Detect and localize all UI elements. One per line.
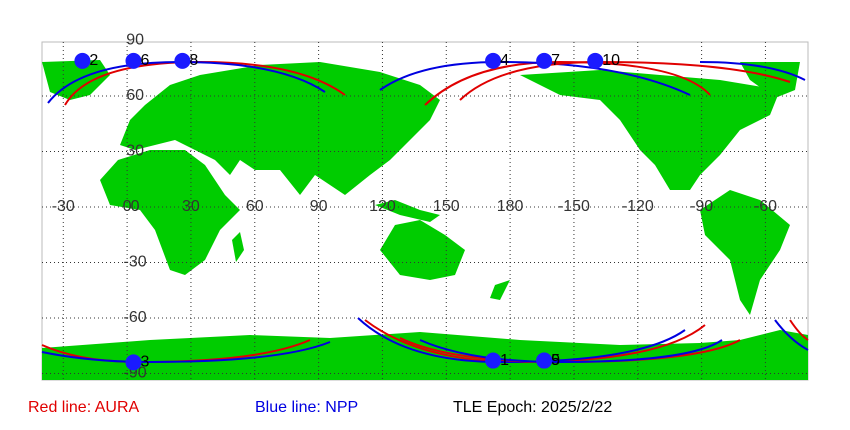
satellite-position [485,52,502,69]
satellite-position [174,52,191,69]
lon-label: -150 [558,198,590,215]
lon-label: 90 [310,198,328,215]
lat-label: 60 [126,87,144,104]
lon-label: 120 [369,198,396,215]
satellite-label: 5 [551,352,560,369]
lon-label: -60 [754,198,777,215]
lon-label: -30 [52,198,75,215]
lon-label: 60 [246,198,264,215]
lon-label: 30 [182,198,200,215]
lon-label: -120 [622,198,654,215]
lat-label: 0 [131,198,140,215]
legend-aura: Red line: AURA [28,399,139,416]
satellite-label: 2 [89,52,98,69]
land [42,60,808,380]
lon-label: -90 [690,198,713,215]
satellite-position [536,352,553,369]
satellite-position [74,52,91,69]
satellite-position [125,52,142,69]
satellite-label: 9 [551,352,560,369]
satellite-label: 1 [500,352,509,369]
lat-label: -60 [124,309,147,326]
tle-epoch: TLE Epoch: 2025/2/22 [453,399,612,416]
satellite-label: 6 [140,52,149,69]
satellite-label: 3 [140,354,149,371]
satellite-position [536,52,553,69]
satellite-position [485,352,502,369]
satellite-label: 7 [551,52,560,69]
graticule [42,42,808,380]
satellite-label: 8 [189,52,198,69]
lat-label: 90 [126,32,144,49]
lon-label: 0 [123,198,132,215]
lon-label: 150 [433,198,460,215]
lat-label: 30 [126,143,144,160]
lat-label: -30 [124,254,147,271]
satellite-label: 4 [500,52,509,69]
satellite-label: 10 [602,52,620,69]
satellite-position [587,52,604,69]
satellite-position [125,354,142,371]
legend-npp: Blue line: NPP [255,399,358,416]
lon-label: 180 [497,198,524,215]
